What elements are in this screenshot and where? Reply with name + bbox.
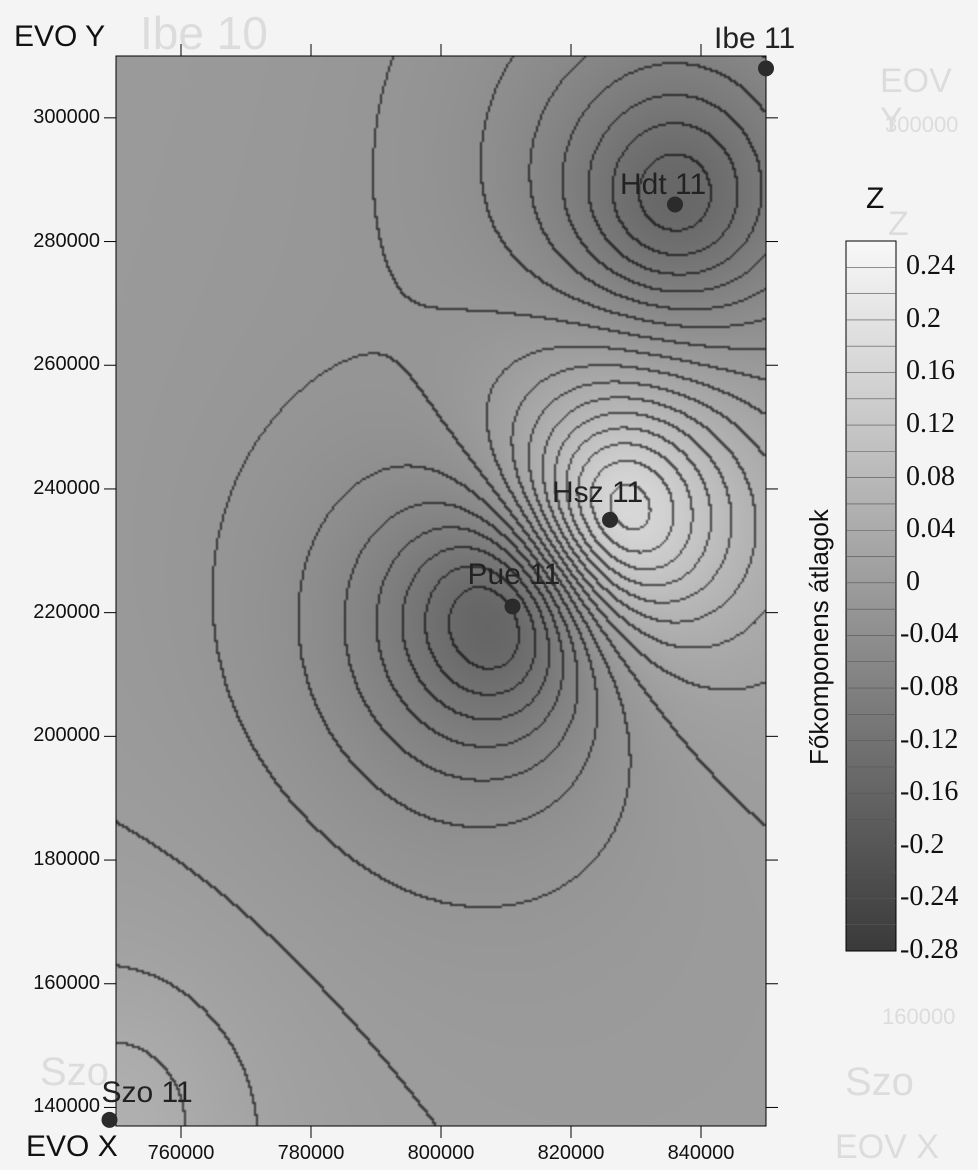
x-axis-title: EVO X [26,1130,118,1163]
ghost-y-tick: 300000 [885,112,959,137]
y-tick-label: 240000 [33,476,100,499]
colorbar-tick-label: 0.04 [906,513,955,545]
station-marker [602,511,618,528]
colorbar-tick-label: -0.04 [900,618,959,650]
colorbar-tick-label: 0 [906,565,920,597]
colorbar-tick-label: -0.16 [900,776,959,808]
y-tick-label: 200000 [33,724,100,747]
station-label: Hdt 11 [620,168,707,202]
x-tick-label: 800000 [407,1142,475,1164]
y-tick-label: 300000 [33,105,100,128]
ghost-y-tick-2: 160000 [882,1004,956,1029]
ghost-title: Ibe 10 [140,7,268,59]
colorbar-tick-label: -0.12 [900,723,959,755]
colorbar-tick-label: 0.24 [906,250,955,282]
station-marker [504,598,521,615]
stations [101,60,774,1128]
station-label: Szo 11 [101,1075,193,1109]
station-marker [667,196,683,213]
station-marker [101,1111,118,1128]
colorbar [845,240,897,952]
ghost-bottom-label: Szo [40,1050,109,1094]
station-label: Ibe 11 [714,22,796,56]
x-tick-label: 760000 [147,1142,215,1164]
y-tick-label: 140000 [33,1095,100,1118]
colorbar-tick-label: 0.16 [906,355,955,387]
colorbar-title: Z [866,182,885,215]
ghost-y-axis-title: EOV Y [880,62,952,139]
station-marker [758,60,774,77]
x-tick-label: 820000 [537,1142,605,1164]
colorbar-tick-label: -0.2 [900,828,945,860]
contour-field [116,56,766,1126]
station-label: Hsz 11 [552,475,644,509]
y-tick-label: 220000 [33,600,100,623]
x-tick-label: 840000 [667,1142,735,1164]
y-tick-label: 180000 [33,848,100,871]
ghost-x-axis-title: EOV X [835,1128,939,1166]
ghost-bottom-label-2: Szo [845,1060,914,1104]
y-tick-label: 160000 [33,971,100,994]
y-tick-label: 260000 [33,353,100,376]
colorbar-label: Főkomponens átlagok [804,509,834,765]
ghost-z-label: Z [888,205,909,243]
colorbar-tick-label: -0.24 [900,881,959,913]
colorbar-tick-label: 0.2 [906,302,941,334]
station-label: Pue 11 [467,558,561,592]
colorbar-scale [845,240,897,952]
x-tick-label: 780000 [277,1142,345,1164]
axis-ticks [104,44,778,1138]
colorbar-tick-label: 0.08 [906,460,955,492]
y-axis-title: EVO Y [14,20,106,53]
y-tick-label: 280000 [33,229,100,252]
colorbar-tick-label: 0.12 [906,408,955,440]
colorbar-tick-label: -0.28 [900,934,959,965]
colorbar-tick-label: -0.08 [900,671,959,703]
